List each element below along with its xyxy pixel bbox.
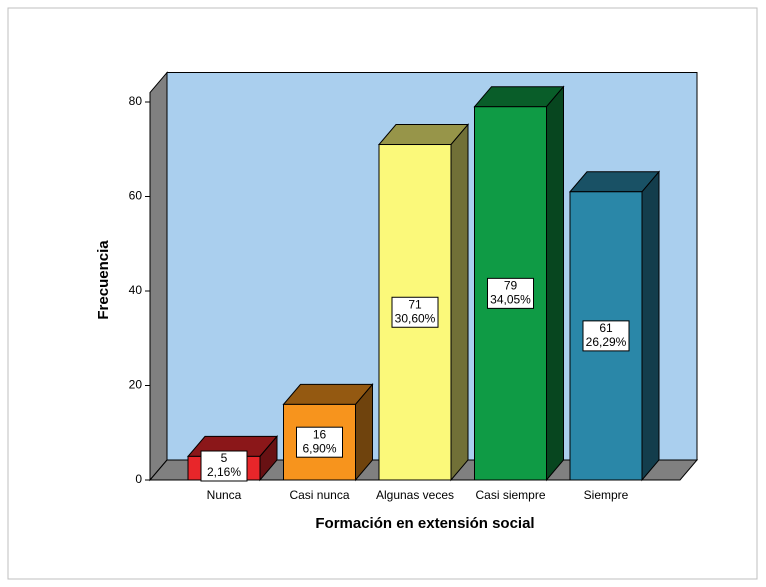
bar-side: [450, 123, 469, 482]
side-wall: [149, 71, 168, 482]
data-label-box: [296, 426, 343, 458]
data-label: 61: [599, 321, 613, 335]
data-label-percent: 34,05%: [490, 293, 531, 307]
data-label-box: [200, 450, 248, 482]
y-axis-title: Frecuencia: [95, 240, 112, 320]
data-label-percent: 2,16%: [207, 465, 241, 479]
data-label: 5: [221, 451, 228, 465]
bar-side: [641, 170, 660, 482]
data-label: 71: [408, 297, 422, 311]
x-tick-label: Nunca: [207, 488, 242, 502]
data-label-percent: 30,60%: [395, 311, 436, 325]
data-label-box: [582, 320, 630, 352]
data-label: 79: [504, 279, 518, 293]
data-label-box: [391, 296, 439, 328]
x-axis-title: Formación en extensión social: [315, 515, 534, 532]
data-label-percent: 26,29%: [586, 335, 627, 349]
y-tick-label: 0: [135, 472, 142, 486]
x-tick-label: Algunas veces: [376, 488, 454, 502]
y-tick-label: 40: [129, 283, 143, 297]
y-tick-label: 60: [129, 189, 143, 203]
y-tick-label: 20: [129, 378, 143, 392]
data-label-percent: 6,90%: [302, 441, 336, 455]
data-label: 16: [313, 427, 327, 441]
y-tick-label: 80: [129, 94, 143, 108]
bar-side: [546, 85, 564, 482]
data-label-box: [487, 277, 534, 309]
x-tick-label: Casi siempre: [475, 488, 545, 502]
x-tick-label: Casi nunca: [289, 488, 349, 502]
x-tick-label: Siempre: [584, 488, 629, 502]
